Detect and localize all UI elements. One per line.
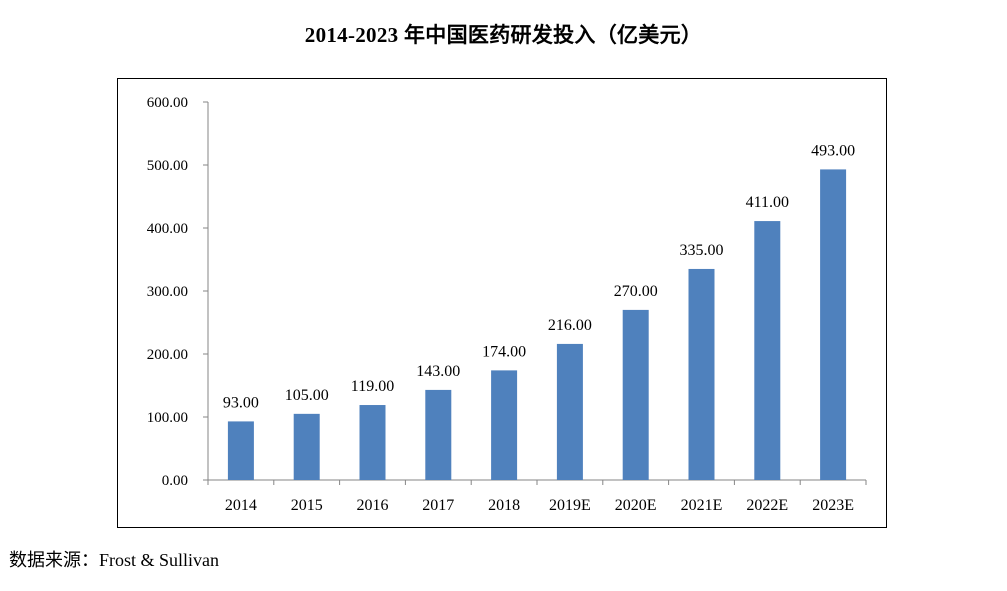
x-tick-label: 2014 [225, 497, 257, 514]
x-tick-label: 2021E [681, 497, 723, 514]
bar-value-label: 270.00 [614, 283, 658, 300]
x-tick-label: 2020E [615, 497, 657, 514]
bar [622, 309, 649, 480]
bar [688, 268, 715, 480]
y-tick-label: 100.00 [147, 410, 188, 426]
bar [227, 421, 254, 480]
source-note: 数据来源：Frost & Sullivan [9, 550, 220, 570]
y-tick-label: 400.00 [147, 221, 188, 237]
y-tick-label: 500.00 [147, 158, 188, 174]
x-tick-label: 2018 [488, 497, 520, 514]
bar-value-label: 493.00 [811, 142, 855, 159]
chart-title: 2014-2023 年中国医药研发投入（亿美元） [304, 23, 703, 47]
bar [556, 343, 583, 480]
bar [425, 389, 452, 480]
bar-value-label: 143.00 [416, 363, 460, 380]
y-tick-label: 600.00 [147, 95, 188, 111]
bar-value-label: 411.00 [746, 194, 789, 211]
bar-value-label: 93.00 [223, 394, 259, 411]
bar-value-label: 105.00 [285, 387, 329, 404]
bar-value-label: 216.00 [548, 317, 592, 334]
x-tick-label: 2023E [812, 497, 854, 514]
bar-value-label: 174.00 [482, 343, 526, 360]
x-tick-label: 2015 [291, 497, 323, 514]
x-tick-label: 2022E [746, 497, 788, 514]
bar-value-label: 119.00 [351, 378, 394, 395]
bar-value-label: 335.00 [680, 242, 724, 259]
y-tick-label: 300.00 [147, 284, 188, 300]
bar [491, 370, 518, 480]
y-tick-label: 200.00 [147, 347, 188, 363]
bar [820, 169, 847, 480]
x-tick-label: 2017 [422, 497, 454, 514]
x-tick-label: 2019E [549, 497, 591, 514]
bar [754, 221, 781, 480]
bar [359, 405, 386, 480]
x-tick-label: 2016 [357, 497, 389, 514]
y-tick-label: 0.00 [162, 473, 188, 489]
bar [293, 413, 320, 480]
